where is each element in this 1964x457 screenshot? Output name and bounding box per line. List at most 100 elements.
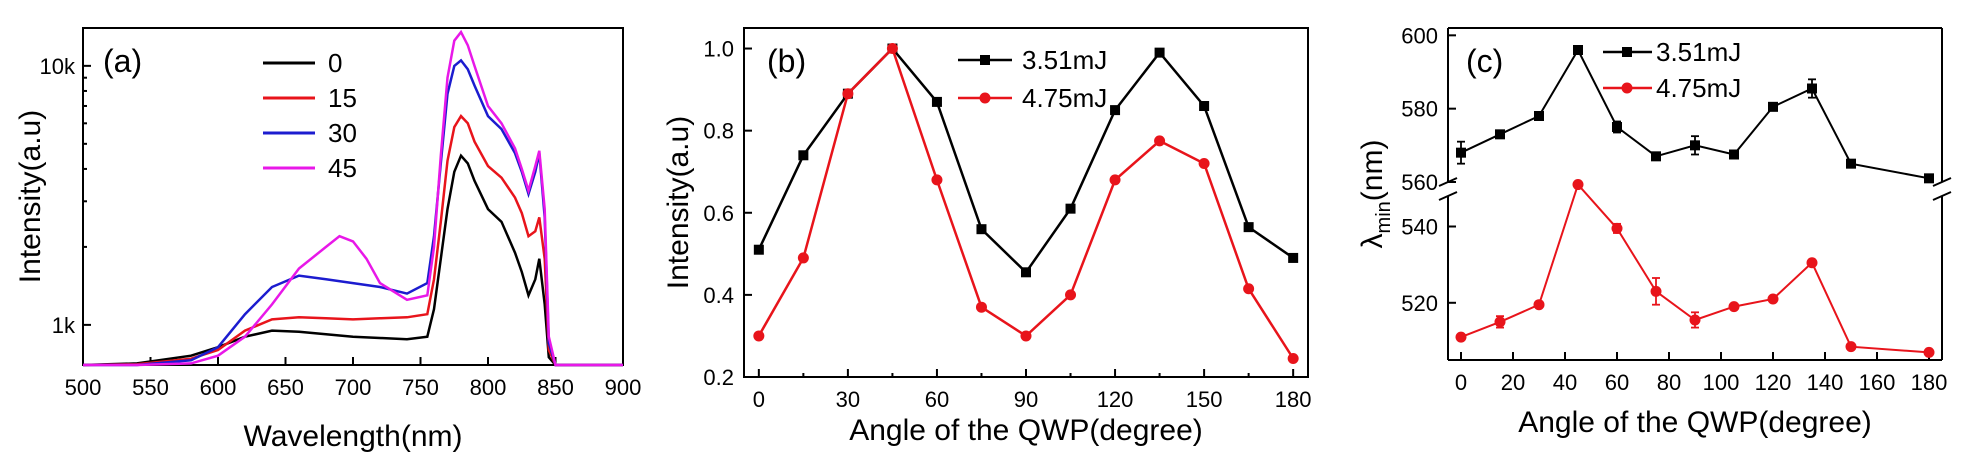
data-point-b	[798, 150, 809, 161]
data-point-c	[1846, 158, 1856, 169]
y-tick-label-c: 520	[1401, 291, 1438, 316]
data-point-b	[886, 43, 898, 55]
x-tick-label-a: 700	[335, 375, 372, 400]
y-tick-label-a: 10k	[40, 54, 76, 79]
series-line-a-15	[82, 114, 623, 367]
axis-break-mark	[1932, 177, 1952, 187]
x-tick-label-b: 150	[1186, 387, 1223, 412]
data-point-b	[753, 244, 764, 255]
legend-label-a: 45	[328, 153, 357, 183]
data-point-b	[931, 96, 942, 107]
panel-label-a: (a)	[103, 43, 142, 79]
x-tick-label-b: 90	[1014, 387, 1038, 412]
y-tick-label-b: 0.2	[703, 365, 734, 390]
data-point-b	[1065, 203, 1076, 214]
x-tick-label-a: 500	[65, 375, 102, 400]
data-point-c	[1572, 179, 1584, 191]
x-tick-label-c: 160	[1859, 370, 1896, 395]
data-point-b	[797, 252, 809, 264]
data-point-c	[1767, 293, 1779, 305]
data-point-b	[1020, 330, 1032, 342]
data-point-b	[1198, 157, 1210, 169]
data-point-b	[842, 88, 854, 100]
x-tick-label-b: 60	[925, 387, 949, 412]
y-tick-label-b: 0.6	[703, 201, 734, 226]
data-point-c	[1728, 301, 1740, 313]
panel-label-c: (c)	[1466, 43, 1503, 79]
x-tick-label-c: 20	[1501, 370, 1525, 395]
data-point-c	[1690, 140, 1700, 151]
data-point-b	[753, 330, 765, 342]
legend-label-a: 0	[328, 48, 342, 78]
data-point-b	[1021, 267, 1031, 278]
data-point-c	[1923, 346, 1935, 358]
x-axis-title-a: Wavelength(nm)	[244, 420, 463, 452]
data-point-c	[1807, 83, 1817, 94]
panel-a: 500 550 600 650 700 750 800 850 900 1k 10k 0 15 30 45 (…	[14, 27, 641, 453]
y-tick-label-b: 0.8	[703, 119, 734, 144]
data-point-c	[1495, 129, 1505, 140]
x-tick-label-b: 0	[753, 387, 765, 412]
y-tick-label-b: 1.0	[703, 37, 734, 62]
series-line-c-3.51mJ	[1460, 47, 1930, 180]
x-tick-label-c: 80	[1657, 370, 1681, 395]
data-point-b	[1243, 222, 1254, 233]
legend-label-c: 4.75mJ	[1656, 73, 1741, 103]
data-point-b	[1288, 252, 1299, 263]
legend-marker-b	[979, 92, 991, 104]
data-point-b	[1065, 289, 1077, 301]
x-tick-label-c: 0	[1455, 370, 1467, 395]
legend-marker-b	[980, 55, 990, 65]
legend-label-b: 3.51mJ	[1022, 45, 1107, 75]
data-point-b	[975, 301, 987, 313]
data-point-b	[1287, 353, 1299, 365]
plot-frame-b	[743, 27, 1309, 378]
x-tick-label-a: 550	[132, 375, 169, 400]
data-point-c	[1534, 111, 1544, 121]
x-tick-label-c: 100	[1703, 370, 1740, 395]
y-tick-label-a: 1k	[52, 313, 76, 338]
y-tick-label-b: 0.4	[703, 283, 734, 308]
data-point-c	[1611, 222, 1623, 234]
legend-marker-c	[1622, 47, 1632, 57]
legend-marker-c	[1621, 82, 1633, 94]
x-tick-label-c: 60	[1605, 370, 1629, 395]
data-point-b	[976, 224, 987, 235]
data-point-b	[1110, 105, 1121, 116]
data-point-c	[1455, 331, 1467, 343]
y-tick-label-c: 600	[1401, 23, 1438, 48]
x-tick-label-a: 800	[470, 375, 507, 400]
data-point-c	[1573, 45, 1583, 55]
x-tick-label-b: 30	[836, 387, 860, 412]
data-point-c	[1533, 299, 1545, 311]
data-point-c	[1456, 147, 1466, 158]
y-axis-title-a: Intensity(a.u)	[14, 110, 47, 283]
data-point-c	[1651, 151, 1661, 162]
x-tick-label-a: 650	[267, 375, 304, 400]
legend-label-a: 15	[328, 83, 357, 113]
axis-break-mark	[1438, 191, 1458, 201]
y-axis-title-c: λmin(nm)	[1356, 140, 1395, 249]
x-axis-title-b: Angle of the QWP(degree)	[849, 414, 1203, 447]
data-point-b	[1243, 283, 1255, 295]
y-tick-label-c: 540	[1401, 215, 1438, 240]
y-tick-label-c: 560	[1401, 170, 1438, 195]
legend-label-c: 3.51mJ	[1656, 37, 1741, 67]
data-point-b	[1154, 135, 1166, 147]
x-tick-label-b: 180	[1275, 387, 1312, 412]
data-point-c	[1612, 122, 1622, 132]
axis-break-mark	[1932, 191, 1952, 201]
data-point-b	[931, 174, 943, 186]
series-line-a-0	[82, 153, 623, 367]
x-tick-label-a: 850	[537, 375, 574, 400]
x-tick-label-c: 40	[1553, 370, 1577, 395]
panel-label-b: (b)	[767, 43, 806, 79]
x-tick-label-c: 140	[1807, 370, 1844, 395]
x-tick-label-a: 750	[402, 375, 439, 400]
x-tick-label-c: 120	[1755, 370, 1792, 395]
series-line-a-45	[83, 29, 623, 367]
data-point-c	[1729, 149, 1739, 160]
y-tick-label-c: 580	[1401, 97, 1438, 122]
data-point-b	[1199, 101, 1210, 112]
